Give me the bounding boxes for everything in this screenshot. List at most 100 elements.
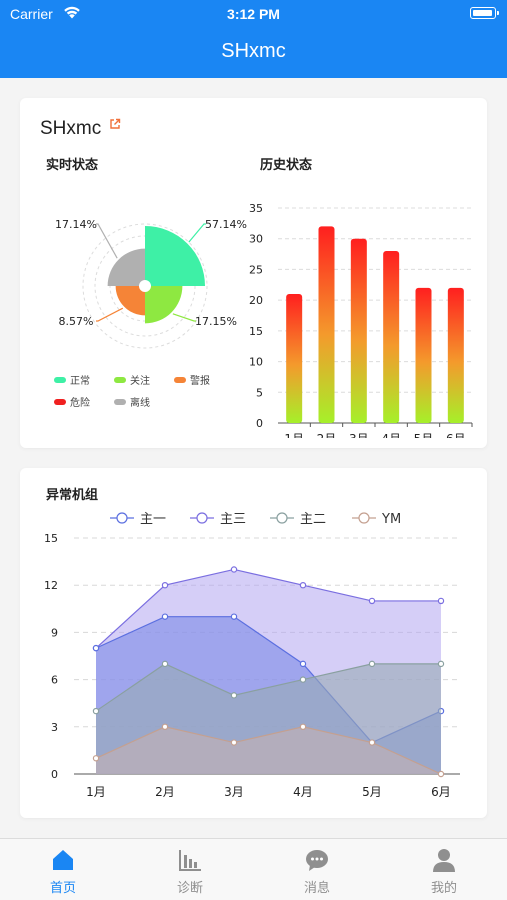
pie-slice-1 [145, 286, 183, 324]
area-point-2-2 [230, 692, 238, 699]
area-xtick-0: 1月 [86, 785, 106, 799]
external-link-icon[interactable] [109, 118, 121, 130]
history-status-chart: 0 5 10 15 20 25 30 35 1月 2月 3月 4月 5月 6月 [249, 202, 473, 438]
bar-xtick-5: 6月 [446, 432, 466, 438]
area-legend-marker-3 [358, 512, 370, 524]
area-fill-3 [96, 726, 441, 774]
wifi-icon [64, 6, 80, 19]
area-legend-marker-2 [276, 512, 288, 524]
carrier-label: Carrier [10, 6, 53, 22]
bar-2 [350, 238, 367, 423]
pie-leader-4 [96, 223, 118, 259]
bar-xtick-0: 1月 [284, 432, 304, 438]
tab-profile[interactable]: 我的 [381, 839, 507, 900]
pie-legend-label-2: 警报 [190, 374, 210, 387]
bar-xtick-4: 5月 [414, 432, 434, 438]
history-status-title: 历史状态 [260, 158, 313, 173]
pie-legend-swatch-3 [54, 399, 66, 405]
area-xtick-3: 4月 [293, 785, 313, 799]
area-point-0-3 [299, 660, 307, 668]
bar-4 [415, 287, 432, 423]
tab-profile-label: 我的 [430, 881, 457, 896]
chat-icon [306, 850, 328, 871]
area-point-3-5 [437, 770, 445, 778]
area-ytick-2: 6 [51, 674, 58, 687]
pie-slice-4 [107, 248, 145, 286]
pie-label-1: 17.15% [195, 315, 237, 328]
area-xtick-1: 2月 [155, 785, 175, 799]
area-point-2-3 [299, 676, 307, 683]
pie-legend-swatch-2 [174, 377, 186, 383]
area-ytick-1: 3 [51, 721, 58, 734]
overview-card: SHxmc 实时状态 历史状态 57.14% 17.15% 8.57% 17.14% 正… [20, 98, 487, 448]
area-line-2 [95, 663, 441, 712]
area-point-2-0 [92, 707, 100, 715]
home-icon [53, 850, 73, 870]
pie-legend-label-0: 正常 [70, 374, 90, 387]
tab-bar: 首页 诊断 消息 我的 [0, 838, 507, 900]
area-point-0-2 [230, 613, 238, 620]
area-point-1-3 [299, 581, 307, 589]
status-bar: Carrier 3:12 PM [0, 0, 507, 28]
tab-messages-label: 消息 [303, 881, 330, 896]
app-header: Carrier 3:12 PM SHxmc [0, 0, 507, 78]
area-line-3 [95, 726, 442, 775]
realtime-status-title: 实时状态 [46, 158, 99, 173]
area-point-0-1 [161, 613, 169, 620]
pie-legend-swatch-0 [54, 377, 66, 383]
abnormal-units-chart: 0 3 6 9 12 15 1月 2月 3月 4月 5月 6月 主一 主三 主二 YM [44, 512, 460, 799]
area-point-0-0 [92, 644, 100, 652]
area-xtick-4: 5月 [362, 785, 382, 799]
tab-diagnosis-label: 诊断 [176, 881, 203, 896]
area-point-1-2 [230, 566, 238, 573]
area-ytick-4: 12 [44, 579, 58, 592]
pie-grid-ring-3 [82, 223, 208, 349]
area-point-2-4 [368, 660, 376, 668]
bar-xtick-1: 2月 [317, 432, 337, 438]
bar-ytick-1: 5 [256, 386, 263, 399]
area-point-3-3 [299, 723, 307, 730]
pie-leader-1 [172, 313, 196, 322]
bar-0 [286, 294, 303, 423]
area-point-3-4 [368, 739, 376, 746]
bar-5 [447, 287, 464, 423]
pie-legend-label-4: 离线 [130, 396, 150, 409]
bar-ytick-6: 30 [249, 233, 263, 246]
area-legend-marker-1 [196, 512, 208, 524]
area-point-1-5 [437, 597, 445, 605]
bar-ytick-4: 20 [249, 294, 263, 307]
tab-home-label: 首页 [49, 881, 76, 896]
abnormal-units-card: 异常机组 0 3 6 9 12 15 1月 2月 3月 4月 5月 6月 主一 主三 主二 YM [20, 468, 487, 818]
pie-legend-swatch-4 [114, 399, 126, 405]
bar-xtick-2: 3月 [349, 432, 369, 438]
area-point-3-2 [230, 739, 238, 746]
tab-home[interactable]: 首页 [0, 839, 126, 900]
bar-ytick-2: 10 [249, 356, 263, 369]
tab-diagnosis[interactable]: 诊断 [127, 839, 253, 900]
pie-legend-label-3: 危险 [70, 396, 90, 409]
person-icon [433, 849, 455, 872]
area-legend-label-2: 主二 [300, 512, 326, 527]
bar-3 [383, 251, 400, 423]
area-ytick-5: 15 [44, 532, 58, 545]
pie-label-4: 17.14% [55, 218, 97, 231]
area-legend-marker-0 [116, 512, 128, 524]
page-title: SHxmc [221, 40, 286, 62]
pie-label-0: 57.14% [205, 218, 247, 231]
abnormal-units-title: 异常机组 [46, 488, 99, 503]
clock: 3:12 PM [227, 6, 280, 22]
area-legend-label-0: 主一 [140, 512, 166, 527]
card-title: SHxmc [40, 118, 102, 139]
bar-1 [318, 226, 335, 423]
area-point-3-1 [161, 723, 169, 730]
area-point-1-1 [161, 581, 169, 589]
bar-chart-icon [179, 850, 201, 871]
pie-legend-label-1: 关注 [130, 374, 150, 387]
pie-slice-0 [145, 226, 205, 286]
area-point-2-1 [161, 660, 169, 668]
pie-slice-2 [115, 286, 145, 316]
tab-messages[interactable]: 消息 [254, 839, 380, 900]
area-point-2-5 [437, 660, 445, 668]
area-xtick-5: 6月 [431, 785, 451, 799]
area-ytick-0: 0 [51, 768, 58, 781]
